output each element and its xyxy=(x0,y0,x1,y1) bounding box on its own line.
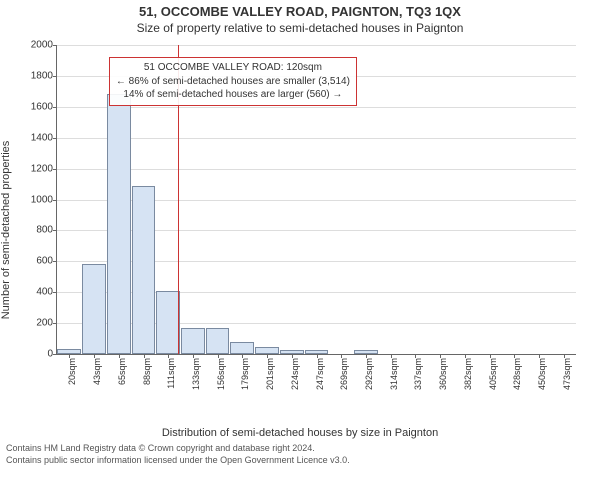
histogram-bar xyxy=(156,291,180,354)
x-tick-label: 428sqm xyxy=(512,358,522,390)
gridline xyxy=(57,138,576,139)
x-tick-label: 405sqm xyxy=(488,358,498,390)
y-tick-label: 1800 xyxy=(31,70,57,81)
x-tick-label: 20sqm xyxy=(67,358,77,385)
histogram-bar xyxy=(132,186,156,354)
footer: Contains HM Land Registry data © Crown c… xyxy=(0,439,600,466)
x-tick-label: 360sqm xyxy=(438,358,448,390)
x-tick-label: 292sqm xyxy=(364,358,374,390)
x-tick-label: 133sqm xyxy=(191,358,201,390)
annotation-line: 14% of semi-detached houses are larger (… xyxy=(116,88,350,102)
page-subtitle: Size of property relative to semi-detach… xyxy=(0,19,600,35)
x-tick-label: 450sqm xyxy=(537,358,547,390)
annotation-line: ← 86% of semi-detached houses are smalle… xyxy=(116,75,350,89)
y-tick-label: 1400 xyxy=(31,132,57,143)
annotation-line: 51 OCCOMBE VALLEY ROAD: 120sqm xyxy=(116,61,350,75)
histogram-bar xyxy=(255,347,279,354)
y-tick-label: 800 xyxy=(36,225,57,236)
y-tick-label: 400 xyxy=(36,287,57,298)
gridline xyxy=(57,45,576,46)
x-tick-label: 269sqm xyxy=(339,358,349,390)
chart-container: Number of semi-detached properties 02004… xyxy=(0,35,600,425)
histogram-bar xyxy=(107,94,131,354)
x-tick-label: 179sqm xyxy=(240,358,250,390)
annotation-box: 51 OCCOMBE VALLEY ROAD: 120sqm← 86% of s… xyxy=(109,57,357,106)
y-tick-label: 200 xyxy=(36,318,57,329)
gridline xyxy=(57,169,576,170)
x-tick-label: 65sqm xyxy=(117,358,127,385)
x-tick-label: 314sqm xyxy=(389,358,399,390)
x-tick-label: 224sqm xyxy=(290,358,300,390)
y-axis-label: Number of semi-detached properties xyxy=(0,141,12,320)
y-tick-label: 1000 xyxy=(31,194,57,205)
histogram-bar xyxy=(206,328,230,354)
footer-line-2: Contains public sector information licen… xyxy=(6,455,594,467)
gridline xyxy=(57,107,576,108)
y-tick-label: 2000 xyxy=(31,40,57,51)
x-axis-label: Distribution of semi-detached houses by … xyxy=(0,425,600,439)
x-tick-label: 156sqm xyxy=(216,358,226,390)
x-tick-label: 201sqm xyxy=(265,358,275,390)
x-tick-label: 88sqm xyxy=(142,358,152,385)
plot-area: 020040060080010001200140016001800200020s… xyxy=(56,45,576,355)
y-tick-label: 0 xyxy=(47,349,57,360)
y-tick-label: 1600 xyxy=(31,101,57,112)
x-tick-label: 247sqm xyxy=(315,358,325,390)
histogram-bar xyxy=(181,328,205,354)
footer-line-1: Contains HM Land Registry data © Crown c… xyxy=(6,443,594,455)
histogram-bar xyxy=(82,264,106,354)
x-tick-label: 473sqm xyxy=(562,358,572,390)
histogram-bar xyxy=(230,342,254,354)
y-tick-label: 600 xyxy=(36,256,57,267)
x-tick-label: 337sqm xyxy=(413,358,423,390)
page-title: 51, OCCOMBE VALLEY ROAD, PAIGNTON, TQ3 1… xyxy=(0,0,600,19)
y-tick-label: 1200 xyxy=(31,163,57,174)
x-tick-label: 382sqm xyxy=(463,358,473,390)
x-tick-label: 43sqm xyxy=(92,358,102,385)
x-tick-label: 111sqm xyxy=(166,358,176,389)
